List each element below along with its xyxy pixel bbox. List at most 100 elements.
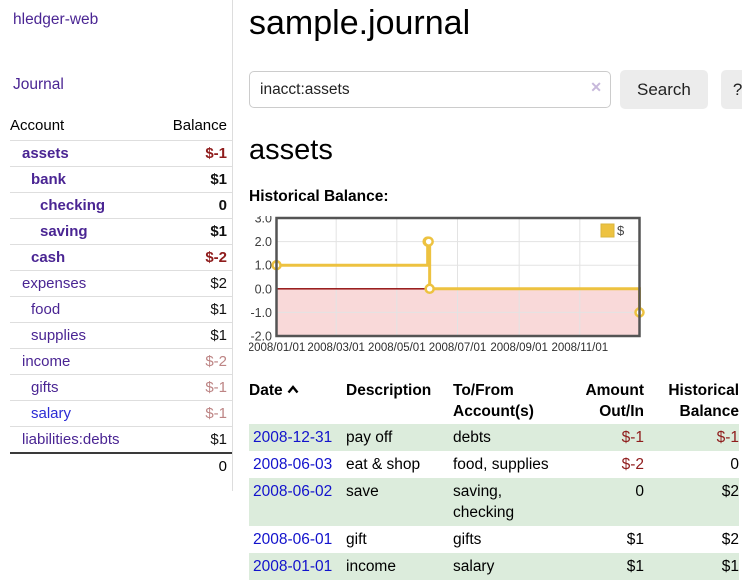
account-row: checking 0 (10, 192, 232, 219)
svg-text:2008/09/01: 2008/09/01 (490, 342, 548, 354)
account-link[interactable]: liabilities:debts (22, 431, 120, 448)
svg-text:1.0: 1.0 (255, 259, 272, 273)
sort-ascending-icon (287, 385, 299, 394)
svg-text:-2.0: -2.0 (250, 330, 272, 344)
account-link[interactable]: bank (31, 171, 67, 188)
account-link[interactable]: cash (31, 249, 66, 266)
register-table: Date Description To/From Account(s) Amou… (249, 378, 739, 580)
transaction-date-link[interactable]: 2008-01-01 (253, 558, 333, 575)
transaction-date-link[interactable]: 2008-06-02 (253, 483, 333, 500)
transaction-accounts: debts (453, 429, 491, 446)
register-col-amount[interactable]: Amount Out/In (585, 382, 644, 420)
account-balance: $1 (160, 426, 232, 453)
account-row: bank $1 (10, 166, 232, 193)
transaction-description: pay off (346, 429, 393, 446)
main-content: sample.journal ✕ Search ? assets Histori… (233, 0, 742, 582)
transaction-amount: $1 (626, 558, 644, 575)
account-balance: $-1 (160, 400, 232, 427)
transaction-amount: $-1 (621, 429, 644, 446)
svg-text:-1.0: -1.0 (250, 306, 272, 320)
transaction-balance: $2 (721, 483, 739, 500)
help-button[interactable]: ? (720, 70, 742, 109)
svg-text:3.0: 3.0 (255, 216, 272, 226)
svg-text:2008/03/01: 2008/03/01 (307, 342, 365, 354)
svg-text:0.0: 0.0 (255, 282, 272, 296)
accounts-col-account: Account (10, 117, 65, 134)
search-form: ✕ Search ? (249, 70, 742, 109)
account-balance: $-1 (160, 374, 232, 401)
account-balance: $-1 (160, 140, 232, 167)
svg-text:$: $ (617, 223, 625, 238)
register-col-description[interactable]: Description (346, 382, 432, 399)
svg-text:2008/05/01: 2008/05/01 (368, 342, 426, 354)
account-balance: $1 (160, 296, 232, 323)
register-row: 2008-12-31 pay off debts $-1 $-1 (249, 424, 739, 451)
transaction-accounts: saving, checking (453, 483, 515, 521)
register-col-date[interactable]: Date (249, 378, 346, 424)
search-box: ✕ (249, 71, 611, 108)
account-link[interactable]: supplies (31, 327, 87, 344)
transaction-balance: $1 (721, 558, 739, 575)
search-button[interactable]: Search (620, 70, 708, 109)
register-row: 2008-06-01 gift gifts $1 $2 (249, 526, 739, 553)
search-input[interactable] (249, 71, 611, 108)
account-balance: $1 (160, 322, 232, 349)
register-header-row: Date Description To/From Account(s) Amou… (249, 378, 739, 424)
transaction-description: income (346, 558, 396, 575)
register-col-balance[interactable]: Historical Balance (668, 382, 739, 420)
transaction-date-link[interactable]: 2008-06-03 (253, 456, 333, 473)
account-link[interactable]: food (31, 301, 61, 318)
transaction-accounts: salary (453, 558, 495, 575)
account-row: supplies $1 (10, 322, 232, 349)
transaction-date-link[interactable]: 2008-06-01 (253, 531, 333, 548)
account-row: saving $1 (10, 218, 232, 245)
account-balance: $-2 (160, 348, 232, 375)
account-row: cash $-2 (10, 244, 232, 271)
register-row: 2008-06-02 save saving, checking 0 $2 (249, 478, 739, 526)
account-row: income $-2 (10, 348, 232, 375)
clear-search-icon[interactable]: ✕ (590, 79, 602, 95)
accounts-header-row: Account Balance (10, 114, 232, 141)
transaction-balance: $-1 (716, 429, 739, 446)
svg-text:2.0: 2.0 (255, 235, 272, 249)
account-row: expenses $2 (10, 270, 232, 297)
historical-balance-chart: $3.0 2.0 1.0 0.0 -1.0 -2.0 2008/01/01 2008/03/0… (249, 216, 742, 358)
svg-text:2008/07/01: 2008/07/01 (429, 342, 487, 354)
transaction-description: gift (346, 531, 367, 548)
account-link[interactable]: assets (22, 145, 69, 162)
transaction-amount: $-2 (621, 456, 644, 473)
account-link[interactable]: checking (40, 197, 106, 214)
transaction-description: save (346, 483, 379, 500)
account-balance: $1 (160, 218, 232, 245)
transaction-balance: 0 (730, 456, 739, 473)
account-balance: $1 (160, 166, 232, 193)
page-title: sample.journal (249, 4, 471, 42)
transaction-balance: $2 (721, 531, 739, 548)
accounts-total-row: 0 (10, 452, 232, 479)
account-row: liabilities:debts $1 (10, 426, 232, 453)
accounts-total-balance: 0 (160, 452, 232, 479)
accounts-table: Account Balance assets $-1 bank $1 check… (10, 114, 232, 479)
svg-text:2008/11/01: 2008/11/01 (551, 342, 608, 354)
account-link[interactable]: gifts (31, 379, 59, 396)
brand-link[interactable]: hledger-web (13, 11, 99, 28)
register-col-accounts[interactable]: To/From Account(s) (453, 382, 534, 420)
account-link[interactable]: saving (40, 223, 88, 240)
account-balance: 0 (160, 192, 232, 219)
accounts-col-balance: Balance (172, 117, 227, 134)
svg-text:2008/01/01: 2008/01/01 (249, 342, 305, 354)
account-link[interactable]: expenses (22, 275, 87, 292)
transaction-date-link[interactable]: 2008-12-31 (253, 429, 333, 446)
account-balance: $-2 (160, 244, 232, 271)
sidebar-item-journal[interactable]: Journal (13, 76, 64, 93)
chart-title: Historical Balance: (249, 188, 389, 205)
account-link[interactable]: salary (31, 405, 72, 422)
account-link[interactable]: income (22, 353, 71, 370)
account-heading: assets (249, 134, 333, 166)
account-row: assets $-1 (10, 140, 232, 167)
transaction-amount: $1 (626, 531, 644, 548)
transaction-description: eat & shop (346, 456, 421, 473)
account-row: food $1 (10, 296, 232, 323)
transaction-amount: 0 (635, 483, 644, 500)
